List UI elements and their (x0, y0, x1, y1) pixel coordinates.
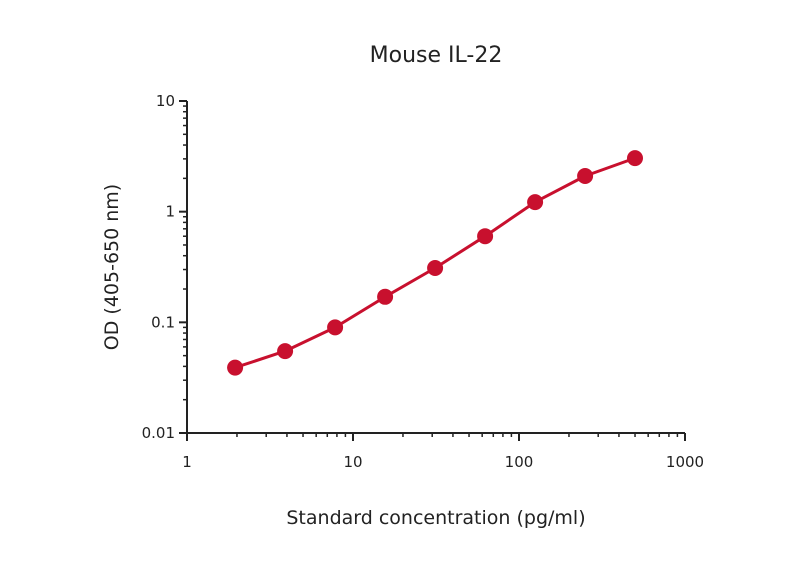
y-tick-label: 0.1 (151, 313, 175, 331)
x-tick-label: 1000 (666, 453, 704, 471)
axes: 0.01 0.1 1 10 1 10 100 1000 (142, 92, 705, 471)
data-point (477, 228, 494, 245)
series (227, 150, 643, 376)
data-point (627, 150, 643, 167)
data-point (227, 359, 244, 376)
data-point (427, 260, 444, 276)
x-tick-label: 100 (505, 453, 534, 471)
data-point (327, 319, 344, 336)
y-axis-label: OD (405-650 nm) (101, 184, 123, 350)
data-point (377, 288, 394, 305)
x-axis-label: Standard concentration (pg/ml) (286, 507, 585, 529)
data-point (527, 194, 544, 211)
y-tick-label: 1 (165, 203, 175, 221)
chart-title: Mouse IL-22 (370, 43, 503, 68)
x-tick-label: 1 (182, 453, 192, 471)
x-tick-label: 10 (343, 453, 362, 471)
y-tick-label: 0.01 (142, 424, 175, 442)
y-tick-label: 10 (156, 92, 175, 110)
data-point (577, 168, 594, 184)
data-point (277, 343, 294, 360)
